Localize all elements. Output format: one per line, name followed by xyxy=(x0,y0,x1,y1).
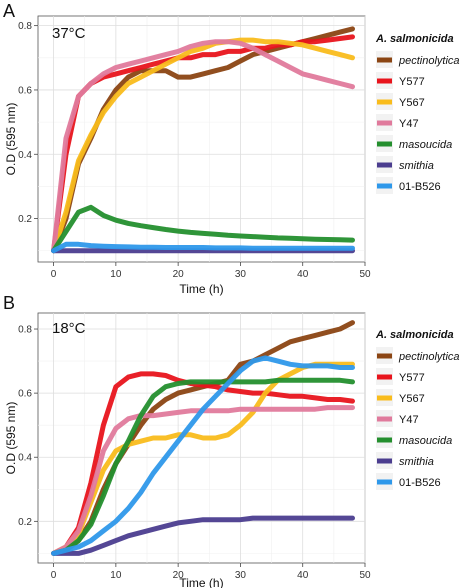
legend-item-smithia: smithia xyxy=(376,156,434,173)
legend-item-y567: Y567 xyxy=(376,389,425,406)
y-tick-label: 0.6 xyxy=(18,389,32,400)
legend-item-smithia: smithia xyxy=(376,452,434,469)
legend-title: A. salmonicida xyxy=(375,329,454,341)
legend-item-masoucida: masoucida xyxy=(376,431,452,448)
y-axis-label: O.D (595 nm) xyxy=(4,103,18,176)
series-line-smithia xyxy=(51,515,355,556)
x-tick-label: 0 xyxy=(51,269,57,280)
legend-label: smithia xyxy=(399,160,434,172)
series-line-y577 xyxy=(51,371,355,556)
x-tick-label: 30 xyxy=(235,570,247,581)
series-line-y47 xyxy=(51,39,355,254)
x-tick-label: 50 xyxy=(359,269,371,280)
y-tick-label: 0.6 xyxy=(18,85,32,96)
legend-label: masoucida xyxy=(399,139,452,151)
series-line-01-b526 xyxy=(51,241,355,254)
y-tick-label: 0.2 xyxy=(18,517,32,528)
legend-label: Y47 xyxy=(399,414,419,426)
legend-label: masoucida xyxy=(399,435,452,447)
legend-label: Y577 xyxy=(399,76,425,88)
temperature-annotation: 18°C xyxy=(52,320,86,337)
legend-label: 01-B526 xyxy=(399,181,441,193)
legend-label: smithia xyxy=(399,456,434,468)
y-tick-label: 0.4 xyxy=(18,150,32,161)
panel-label: A xyxy=(3,1,15,21)
chart-panel-a: 0 10 20 30 40 50 0.2 0.4 0.6 0.8 Time (h) O.D (595 … xyxy=(3,1,460,296)
x-tick-label: 10 xyxy=(110,269,122,280)
legend-item-y577: Y577 xyxy=(376,72,425,89)
legend-item-01-b526: 01-B526 xyxy=(376,177,441,194)
legend-title: A. salmonicida xyxy=(375,33,454,45)
x-tick-label: 20 xyxy=(173,570,185,581)
series-line-01-b526 xyxy=(51,355,355,556)
x-tick-label: 20 xyxy=(173,269,185,280)
y-tick-label: 0.2 xyxy=(18,214,32,225)
legend-label: Y47 xyxy=(399,118,419,130)
x-tick-label: 10 xyxy=(110,570,122,581)
legend-item-pectinolytica: pectinolytica xyxy=(376,51,460,68)
x-tick-label: 50 xyxy=(359,570,371,581)
legend-label: Y567 xyxy=(399,97,425,109)
series-line-y567 xyxy=(51,37,355,254)
legend: A. salmonicida pectinolytica Y577 Y567 Y47 ma… xyxy=(375,33,460,194)
x-tick-label: 40 xyxy=(297,570,309,581)
legend-item-01-b526: 01-B526 xyxy=(376,473,441,490)
y-tick-label: 0.8 xyxy=(18,21,32,32)
x-tick-label: 30 xyxy=(235,269,247,280)
panel-label: B xyxy=(3,293,15,313)
legend-label: Y577 xyxy=(399,372,425,384)
legend-item-masoucida: masoucida xyxy=(376,135,452,152)
series-line-masoucida xyxy=(51,204,355,254)
legend-label: 01-B526 xyxy=(399,477,441,489)
legend-label: pectinolytica xyxy=(398,55,460,67)
y-axis-label: O.D (595 nm) xyxy=(4,402,18,475)
y-tick-label: 0.8 xyxy=(18,325,32,336)
y-tick-label: 0.4 xyxy=(18,453,32,464)
x-tick-label: 0 xyxy=(51,570,57,581)
legend-item-y567: Y567 xyxy=(376,93,425,110)
chart-panel-b: 0 10 20 30 40 50 0.2 0.4 0.6 0.8 Time (h) O.D (595 … xyxy=(3,293,460,588)
legend-label: pectinolytica xyxy=(398,351,460,363)
series-line-masoucida xyxy=(51,377,355,556)
series-line-y577 xyxy=(51,34,355,254)
legend-label: Y567 xyxy=(399,393,425,405)
legend-item-y577: Y577 xyxy=(376,368,425,385)
legend: A. salmonicida pectinolytica Y577 Y567 Y47 ma… xyxy=(375,329,460,490)
legend-item-pectinolytica: pectinolytica xyxy=(376,347,460,364)
x-axis-label: Time (h) xyxy=(179,576,223,588)
legend-item-y47: Y47 xyxy=(376,114,419,131)
temperature-annotation: 37°C xyxy=(52,25,86,42)
x-tick-label: 40 xyxy=(297,269,309,280)
legend-item-y47: Y47 xyxy=(376,410,419,427)
x-axis-label: Time (h) xyxy=(179,282,223,296)
